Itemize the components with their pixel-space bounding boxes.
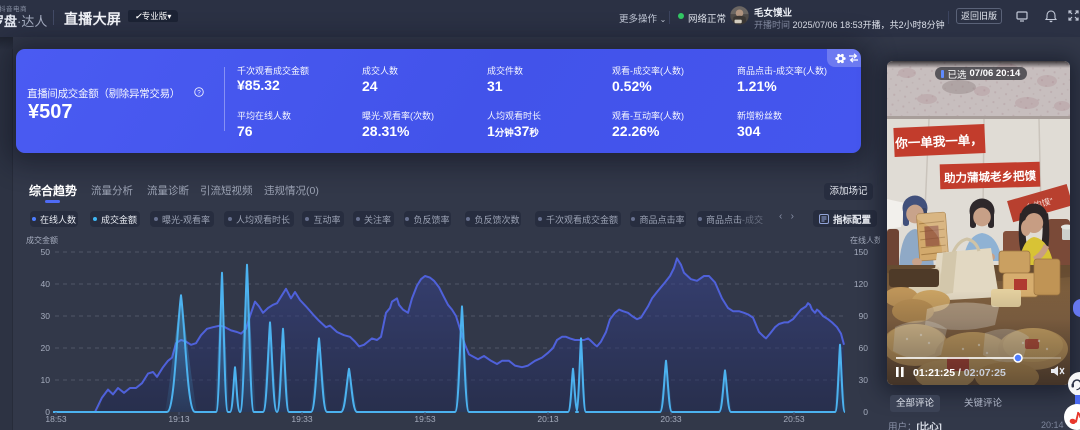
svg-text:40: 40	[41, 279, 51, 289]
svg-text:在线人数: 在线人数	[850, 235, 880, 245]
svg-text:20:33: 20:33	[660, 414, 682, 424]
svg-text:20:53: 20:53	[783, 414, 805, 424]
svg-text:01:21:25 / 02:07:25: 01:21:25 / 02:07:25	[913, 367, 1006, 379]
svg-text:18:53: 18:53	[45, 414, 67, 424]
svg-text:19:53: 19:53	[414, 414, 436, 424]
svg-text:150: 150	[854, 247, 868, 257]
svg-text:成交金额: 成交金额	[26, 235, 58, 245]
svg-text:30: 30	[859, 375, 869, 385]
svg-text:0: 0	[863, 407, 868, 417]
svg-text:?: ?	[197, 89, 201, 96]
svg-text:20:13: 20:13	[537, 414, 559, 424]
svg-text:30: 30	[41, 311, 51, 321]
svg-text:90: 90	[859, 311, 869, 321]
svg-text:0: 0	[45, 407, 50, 417]
svg-text:19:13: 19:13	[168, 414, 190, 424]
svg-text:助力蒲城老乡把馍: 助力蒲城老乡把馍	[944, 169, 1037, 185]
svg-text:60: 60	[859, 343, 869, 353]
svg-text:10: 10	[41, 375, 51, 385]
svg-text:20: 20	[41, 343, 51, 353]
svg-text:50: 50	[41, 247, 51, 257]
svg-text:你一单我一单，: 你一单我一单，	[894, 132, 983, 151]
svg-text:19:33: 19:33	[291, 414, 313, 424]
svg-text:120: 120	[854, 279, 868, 289]
